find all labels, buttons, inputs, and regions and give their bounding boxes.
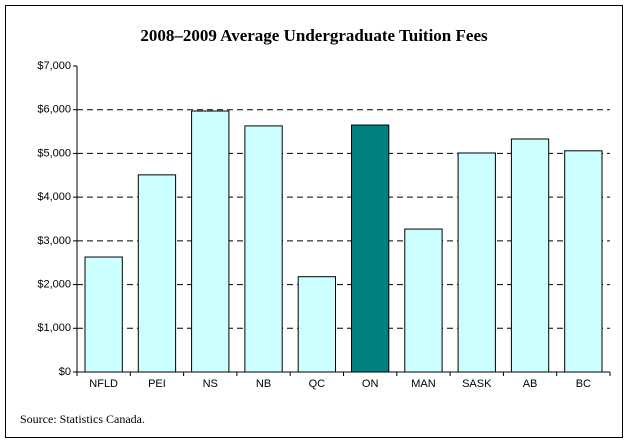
y-tick-label: $4,000	[37, 191, 71, 203]
y-tick-label: $5,000	[37, 147, 71, 159]
x-tick-label: NS	[203, 378, 218, 390]
y-tick-label: $7,000	[37, 60, 71, 72]
bar	[297, 276, 337, 373]
bar	[457, 152, 496, 373]
bar	[137, 174, 177, 373]
source-note: Source: Statistics Canada.	[20, 412, 145, 426]
x-tick-label: MAN	[411, 378, 436, 390]
x-tick-label: NFLD	[89, 378, 118, 390]
bar	[191, 110, 230, 373]
x-tick-label: QC	[309, 378, 326, 390]
y-tick-label: $2,000	[37, 278, 71, 290]
x-tick-label: AB	[523, 378, 538, 390]
bar	[404, 228, 443, 373]
y-tick-label: $6,000	[37, 104, 71, 116]
bar	[84, 256, 123, 373]
bar	[510, 138, 550, 373]
y-tick-label: $3,000	[37, 235, 71, 247]
x-tick-label: ON	[362, 378, 379, 390]
x-tick-label: BC	[576, 378, 591, 390]
chart-title: 2008–2009 Average Undergraduate Tuition …	[140, 26, 488, 45]
x-tick-label: SASK	[462, 378, 492, 390]
bar	[350, 124, 390, 373]
x-tick-label: NB	[256, 378, 271, 390]
x-tick-label: PEI	[148, 378, 166, 390]
y-tick-label: $1,000	[37, 322, 71, 334]
y-tick-label: $0	[59, 366, 71, 378]
bar	[564, 150, 603, 373]
bar	[244, 125, 283, 373]
